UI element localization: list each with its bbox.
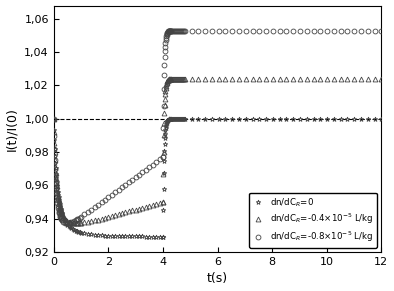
Legend: dn/dC$_R$=0, dn/dC$_R$=-0.4$\times$10$^{-5}$ L/kg, dn/dC$_R$=-0.8$\times$10$^{-5: dn/dC$_R$=0, dn/dC$_R$=-0.4$\times$10$^{… [249,193,377,248]
dn/dC$_R$=-0.8$\times$10$^{-5}$ L/kg [167,29,172,33]
Line: dn/dC$_R$=0: dn/dC$_R$=0 [160,116,384,239]
dn/dC$_R$=-0.4$\times$10$^{-5}$ L/kg [167,77,172,81]
dn/dC$_R$=0 [165,119,170,123]
dn/dC$_R$=-0.4$\times$10$^{-5}$ L/kg [177,77,181,81]
dn/dC$_R$=0 [161,235,165,238]
dn/dC$_R$=-0.4$\times$10$^{-5}$ L/kg [167,77,172,81]
dn/dC$_R$=-0.4$\times$10$^{-5}$ L/kg [318,77,323,81]
dn/dC$_R$=-0.8$\times$10$^{-5}$ L/kg [318,29,323,32]
dn/dC$_R$=-0.8$\times$10$^{-5}$ L/kg [177,29,181,32]
dn/dC$_R$=-0.4$\times$10$^{-5}$ L/kg [305,77,309,81]
Line: dn/dC$_R$=-0.8$\times$10$^{-5}$ L/kg: dn/dC$_R$=-0.8$\times$10$^{-5}$ L/kg [160,28,384,159]
dn/dC$_R$=0 [318,117,323,120]
dn/dC$_R$=-0.4$\times$10$^{-5}$ L/kg [165,79,170,83]
dn/dC$_R$=0 [177,117,181,120]
dn/dC$_R$=0 [305,117,309,120]
dn/dC$_R$=0 [167,117,172,121]
dn/dC$_R$=0 [338,117,343,120]
dn/dC$_R$=-0.8$\times$10$^{-5}$ L/kg [167,29,172,32]
dn/dC$_R$=0 [379,117,384,120]
Line: dn/dC$_R$=-0.4$\times$10$^{-5}$ L/kg: dn/dC$_R$=-0.4$\times$10$^{-5}$ L/kg [160,77,384,204]
dn/dC$_R$=-0.4$\times$10$^{-5}$ L/kg [379,77,384,81]
X-axis label: t(s): t(s) [207,272,228,285]
dn/dC$_R$=0 [167,117,172,120]
dn/dC$_R$=-0.8$\times$10$^{-5}$ L/kg [161,155,165,159]
dn/dC$_R$=-0.8$\times$10$^{-5}$ L/kg [338,29,343,32]
dn/dC$_R$=-0.8$\times$10$^{-5}$ L/kg [305,29,309,32]
dn/dC$_R$=-0.4$\times$10$^{-5}$ L/kg [161,200,165,203]
dn/dC$_R$=-0.4$\times$10$^{-5}$ L/kg [338,77,343,81]
dn/dC$_R$=-0.8$\times$10$^{-5}$ L/kg [379,29,384,32]
dn/dC$_R$=-0.8$\times$10$^{-5}$ L/kg [165,31,170,34]
Y-axis label: I(t)/I(0): I(t)/I(0) [6,107,19,151]
